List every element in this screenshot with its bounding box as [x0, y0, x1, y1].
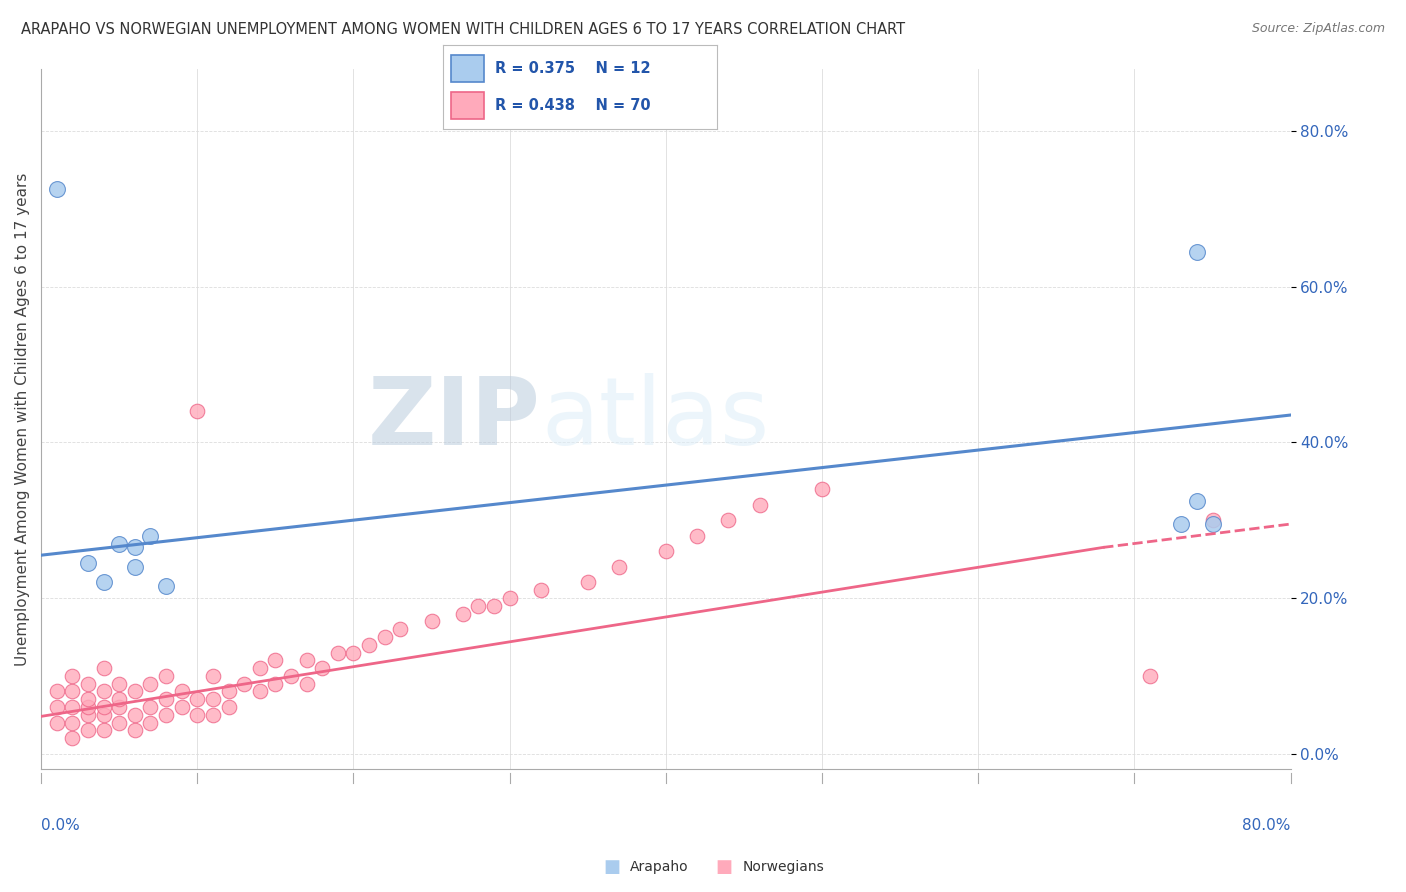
Point [77, 692, 100, 706]
Point [93, 707, 115, 722]
Point [60, 700, 83, 714]
Point [139, 700, 162, 714]
Point [124, 560, 146, 574]
Point [186, 404, 208, 418]
Point [77, 707, 100, 722]
Point [1201, 513, 1223, 527]
Point [311, 661, 333, 675]
Text: ZIP: ZIP [368, 373, 541, 465]
Point [218, 700, 240, 714]
Point [186, 692, 208, 706]
Text: 0.0%: 0.0% [41, 818, 80, 833]
Point [374, 630, 396, 644]
Point [77, 676, 100, 690]
Point [655, 544, 678, 558]
Point [93, 700, 115, 714]
Point [60, 669, 83, 683]
Point [155, 692, 177, 706]
Point [45, 182, 67, 196]
Point [295, 653, 318, 667]
Point [686, 529, 709, 543]
Point [811, 482, 834, 496]
Point [108, 676, 131, 690]
Point [359, 638, 381, 652]
Text: Arapaho: Arapaho [630, 860, 689, 874]
Point [748, 498, 770, 512]
Point [280, 669, 302, 683]
Point [264, 676, 287, 690]
Point [93, 723, 115, 738]
Point [218, 684, 240, 698]
Point [139, 529, 162, 543]
Text: Source: ZipAtlas.com: Source: ZipAtlas.com [1251, 22, 1385, 36]
Point [124, 541, 146, 555]
Point [77, 700, 100, 714]
Point [170, 700, 193, 714]
Point [451, 607, 474, 621]
Point [108, 536, 131, 550]
Point [1201, 516, 1223, 531]
Point [249, 684, 271, 698]
Point [93, 661, 115, 675]
Text: R = 0.438    N = 70: R = 0.438 N = 70 [495, 98, 651, 113]
Point [60, 684, 83, 698]
Point [93, 575, 115, 590]
Point [201, 707, 224, 722]
Point [108, 715, 131, 730]
Point [155, 669, 177, 683]
Point [155, 707, 177, 722]
Text: ARAPAHO VS NORWEGIAN UNEMPLOYMENT AMONG WOMEN WITH CHILDREN AGES 6 TO 17 YEARS C: ARAPAHO VS NORWEGIAN UNEMPLOYMENT AMONG … [21, 22, 905, 37]
Point [326, 646, 349, 660]
Point [77, 723, 100, 738]
Point [60, 715, 83, 730]
Point [576, 575, 599, 590]
Point [482, 599, 505, 613]
Point [124, 723, 146, 738]
Point [139, 715, 162, 730]
Text: 80.0%: 80.0% [1243, 818, 1291, 833]
Bar [451, 92, 484, 120]
Point [45, 700, 67, 714]
Bar [451, 54, 484, 82]
Point [124, 684, 146, 698]
Point [717, 513, 740, 527]
Text: ■: ■ [603, 858, 620, 876]
Point [342, 646, 364, 660]
Point [45, 684, 67, 698]
Point [108, 700, 131, 714]
Point [1170, 516, 1192, 531]
Point [201, 669, 224, 683]
Point [264, 653, 287, 667]
Point [124, 707, 146, 722]
Point [170, 684, 193, 698]
Y-axis label: Unemployment Among Women with Children Ages 6 to 17 years: Unemployment Among Women with Children A… [15, 172, 30, 665]
Point [389, 622, 412, 636]
Point [77, 556, 100, 570]
Point [1139, 669, 1161, 683]
Point [467, 599, 489, 613]
Point [201, 692, 224, 706]
Point [155, 579, 177, 593]
Point [249, 661, 271, 675]
Point [93, 684, 115, 698]
Point [607, 560, 630, 574]
Point [530, 583, 553, 598]
Point [139, 676, 162, 690]
Point [498, 591, 520, 605]
Point [1185, 244, 1208, 259]
Text: R = 0.375    N = 12: R = 0.375 N = 12 [495, 61, 651, 76]
Point [108, 692, 131, 706]
Point [186, 707, 208, 722]
Point [420, 615, 443, 629]
Point [60, 731, 83, 746]
Point [233, 676, 256, 690]
Point [1185, 493, 1208, 508]
Point [45, 715, 67, 730]
Text: atlas: atlas [541, 373, 769, 465]
Text: ■: ■ [716, 858, 733, 876]
Text: Norwegians: Norwegians [742, 860, 824, 874]
Point [295, 676, 318, 690]
